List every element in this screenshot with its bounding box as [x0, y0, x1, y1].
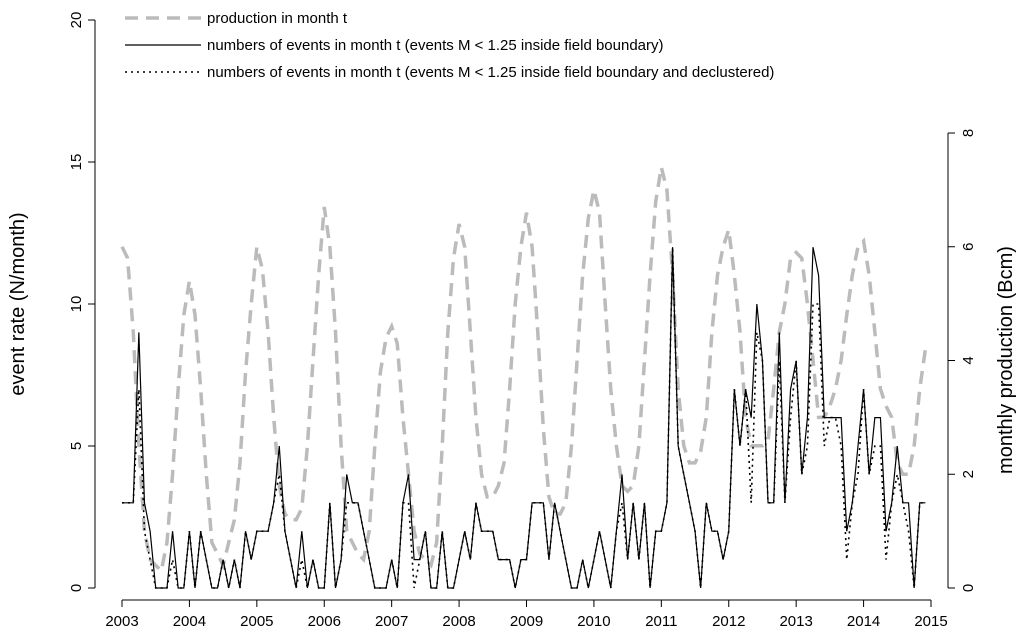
x-tick-label: 2015 — [914, 613, 947, 630]
x-tick-label: 2014 — [847, 613, 880, 630]
y2-tick-label: 6 — [960, 243, 977, 251]
x-tick-label: 2012 — [712, 613, 745, 630]
y2-tick-label: 2 — [960, 470, 977, 478]
x-tick-label: 2010 — [577, 613, 610, 630]
y-tick-label: 15 — [68, 154, 85, 171]
y-tick-label: 5 — [68, 442, 85, 450]
x-tick-label: 2004 — [173, 613, 206, 630]
y2-tick-label: 8 — [960, 129, 977, 137]
y-tick-label: 10 — [68, 296, 85, 313]
x-tick-label: 2005 — [240, 613, 273, 630]
x-tick-label: 2003 — [105, 613, 138, 630]
x-tick-label: 2007 — [375, 613, 408, 630]
y2-axis-label: monthly production (Bcm) — [995, 246, 1017, 474]
legend-label: production in month t — [207, 10, 348, 27]
series-line — [120, 166, 928, 575]
x-tick-label: 2008 — [442, 613, 475, 630]
y-tick-label: 20 — [68, 12, 85, 29]
y-axis-label: event rate (N/month) — [7, 212, 29, 395]
y-tick-label: 0 — [68, 584, 85, 592]
y2-tick-label: 4 — [960, 356, 977, 364]
x-tick-label: 2006 — [308, 613, 341, 630]
series-line — [122, 247, 926, 589]
x-tick-label: 2013 — [779, 613, 812, 630]
x-tick-label: 2009 — [510, 613, 543, 630]
legend-label: numbers of events in month t (events M <… — [207, 37, 664, 54]
legend-label: numbers of events in month t (events M <… — [207, 64, 774, 81]
x-tick-label: 2011 — [645, 613, 677, 630]
series-line — [122, 247, 926, 589]
y2-tick-label: 0 — [960, 584, 977, 592]
